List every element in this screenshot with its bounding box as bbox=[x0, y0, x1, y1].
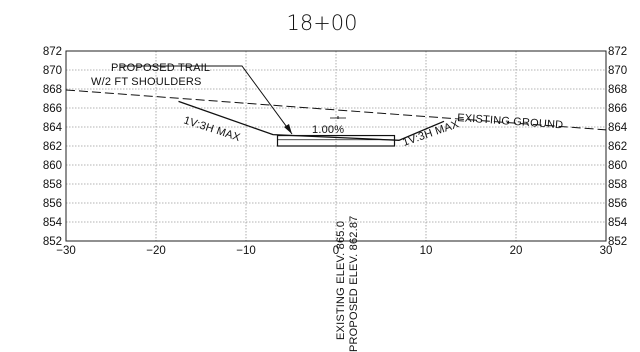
y-tick-label-right: 860 bbox=[608, 160, 627, 172]
y-tick-label-right: 866 bbox=[608, 103, 627, 115]
y-tick-label-left: 866 bbox=[43, 103, 62, 115]
shoulders-label: W/2 FT SHOULDERS bbox=[91, 76, 202, 88]
y-tick-label-right: 854 bbox=[608, 217, 628, 229]
x-tick-label: 10 bbox=[420, 245, 433, 257]
y-tick-label-right: 862 bbox=[608, 141, 627, 153]
y-tick-label-right: 872 bbox=[608, 46, 627, 58]
y-tick-label-left: 852 bbox=[43, 236, 62, 248]
y-tick-label-right: 870 bbox=[608, 65, 627, 77]
tick-labels: −30 −20 −10 0 10 20 30 872 872 870 870 868 868 866 866… bbox=[43, 46, 628, 257]
y-tick-label-left: 864 bbox=[43, 122, 63, 134]
proposed-section-line bbox=[178, 100, 445, 141]
x-tick-label: 30 bbox=[600, 245, 613, 257]
proposed-trail-box bbox=[276, 134, 396, 147]
y-tick-label-right: 856 bbox=[608, 198, 627, 210]
station-label: 18+00 bbox=[286, 11, 357, 35]
y-tick-label-left: 856 bbox=[43, 198, 62, 210]
slope-right-label: 1V:3H MAX bbox=[401, 118, 461, 149]
trail-leader-arrow bbox=[284, 124, 292, 134]
trail-leader-line bbox=[120, 65, 293, 135]
x-tick-label: −30 bbox=[56, 245, 76, 257]
y-tick-label-left: 870 bbox=[43, 65, 62, 77]
y-tick-label-left: 868 bbox=[43, 84, 62, 96]
x-tick-label: 20 bbox=[510, 245, 523, 257]
slope-left-label: 1V:3H MAX bbox=[182, 114, 242, 144]
x-tick-label: −10 bbox=[236, 245, 256, 257]
y-tick-label-left: 858 bbox=[43, 179, 62, 191]
y-tick-label-right: 852 bbox=[608, 236, 627, 248]
existing-ground-label: EXISTING GROUND bbox=[457, 112, 564, 131]
y-tick-label-left: 862 bbox=[43, 141, 62, 153]
proposed-elev-label: PROPOSED ELEV. 862.87 bbox=[348, 216, 360, 352]
grade-label: 1.00% bbox=[312, 124, 344, 136]
existing-elev-label: EXISTING ELEV. 865.0 bbox=[335, 221, 347, 340]
y-tick-label-right: 868 bbox=[608, 84, 627, 96]
y-tick-label-left: 872 bbox=[43, 46, 62, 58]
y-tick-label-right: 858 bbox=[608, 179, 627, 191]
y-tick-label-left: 860 bbox=[43, 160, 62, 172]
x-tick-label: 0 bbox=[333, 245, 339, 257]
x-tick-label: −20 bbox=[146, 245, 166, 257]
plot-frame bbox=[65, 50, 607, 242]
proposed-trail-label: PROPOSED TRAIL bbox=[111, 62, 210, 74]
y-tick-label-left: 854 bbox=[43, 217, 63, 229]
y-tick-label-right: 864 bbox=[608, 122, 628, 134]
